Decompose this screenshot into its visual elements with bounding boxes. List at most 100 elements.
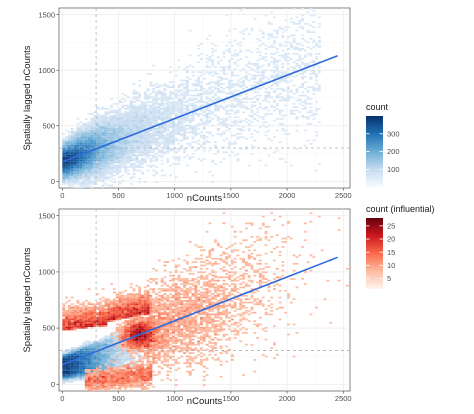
heat-cell — [174, 338, 178, 341]
heat-cell — [160, 343, 164, 346]
heat-cell — [284, 89, 288, 92]
heat-cell — [121, 355, 125, 358]
heat-cell — [67, 321, 71, 324]
heat-cell — [101, 179, 105, 182]
heat-cell — [126, 303, 130, 306]
heat-cell — [84, 123, 88, 125]
heat-cell — [258, 39, 262, 42]
heat-cell — [87, 384, 91, 386]
heat-cell — [129, 374, 133, 376]
heat-cell — [157, 321, 161, 324]
heat-cell — [101, 138, 105, 140]
heat-cell — [101, 343, 105, 346]
heat-cell — [143, 343, 147, 346]
heat-cell — [303, 64, 307, 67]
heat-cell — [93, 111, 97, 114]
heat-cell — [132, 328, 136, 331]
heat-cell — [118, 99, 122, 102]
heat-cell — [126, 106, 130, 109]
heat-cell — [256, 91, 260, 94]
heat-cell — [177, 128, 181, 130]
heat-cell — [200, 86, 203, 89]
heat-cell — [200, 53, 203, 55]
heat-cell — [104, 164, 108, 167]
heat-cell — [256, 235, 260, 238]
heat-cell — [135, 316, 139, 319]
heat-cell — [292, 103, 296, 105]
heat-cell — [177, 133, 181, 135]
heat-cell — [261, 43, 265, 45]
heat-cell — [230, 109, 234, 112]
heat-cell — [278, 215, 282, 218]
heat-cell — [143, 153, 147, 155]
heat-cell — [143, 308, 147, 311]
heat-cell — [208, 83, 212, 85]
heat-cell — [185, 305, 189, 307]
heat-cell — [93, 318, 97, 321]
heat-cell — [233, 28, 237, 30]
heat-cell — [188, 78, 192, 80]
heat-cell — [174, 288, 178, 290]
heat-cell — [143, 149, 147, 152]
heat-cell — [135, 159, 139, 162]
heat-cell — [90, 129, 94, 132]
heat-cell — [160, 333, 164, 336]
heat-cell — [138, 294, 142, 297]
heat-cell — [98, 166, 102, 169]
heat-cell — [169, 379, 172, 381]
heat-cell — [126, 298, 130, 301]
heat-cell — [70, 151, 74, 154]
heat-cell — [82, 343, 85, 346]
heat-cell — [112, 164, 116, 167]
heat-cell — [90, 158, 94, 160]
heat-cell — [143, 347, 147, 349]
heat-cell — [180, 113, 184, 115]
heat-cell — [104, 362, 108, 365]
heat-cell — [177, 286, 181, 289]
heat-cell — [135, 301, 139, 304]
heat-cell — [73, 136, 77, 139]
heat-cell — [149, 377, 153, 380]
heat-cell — [115, 296, 119, 299]
heat-cell — [169, 136, 172, 139]
heat-cell — [253, 76, 257, 79]
heat-cell — [90, 357, 94, 360]
heat-cell — [70, 176, 74, 179]
heat-cell — [110, 283, 113, 285]
heat-cell — [138, 313, 142, 316]
heat-cell — [129, 123, 133, 125]
heat-cell — [169, 91, 172, 94]
heat-cell — [194, 284, 198, 287]
heat-cell — [98, 128, 102, 130]
heat-cell — [126, 126, 130, 129]
heat-cell — [67, 141, 71, 144]
heat-cell — [138, 330, 142, 333]
heat-cell — [177, 306, 181, 309]
heat-cell — [306, 96, 310, 99]
heat-cell — [230, 124, 234, 127]
heat-cell — [281, 56, 285, 59]
heat-cell — [202, 300, 206, 302]
heat-cell — [146, 347, 150, 349]
heat-cell — [191, 146, 195, 149]
heat-cell — [244, 118, 248, 120]
heat-cell — [163, 316, 167, 319]
heat-cell — [205, 298, 209, 301]
heat-cell — [129, 313, 133, 316]
heat-cell — [185, 79, 189, 82]
heat-cell — [233, 74, 237, 77]
heat-cell — [138, 169, 142, 172]
heat-cell — [281, 114, 285, 117]
heat-cell — [160, 91, 164, 94]
heat-cell — [205, 123, 209, 125]
heat-cell — [230, 315, 234, 317]
heat-cell — [278, 251, 282, 253]
heat-cell — [222, 131, 226, 134]
heat-cell — [239, 91, 243, 94]
heat-cell — [84, 365, 88, 368]
heat-cell — [112, 362, 116, 365]
heat-cell — [295, 129, 299, 132]
heat-cell — [146, 301, 150, 304]
heat-cell — [256, 48, 260, 50]
heat-cell — [287, 94, 290, 97]
